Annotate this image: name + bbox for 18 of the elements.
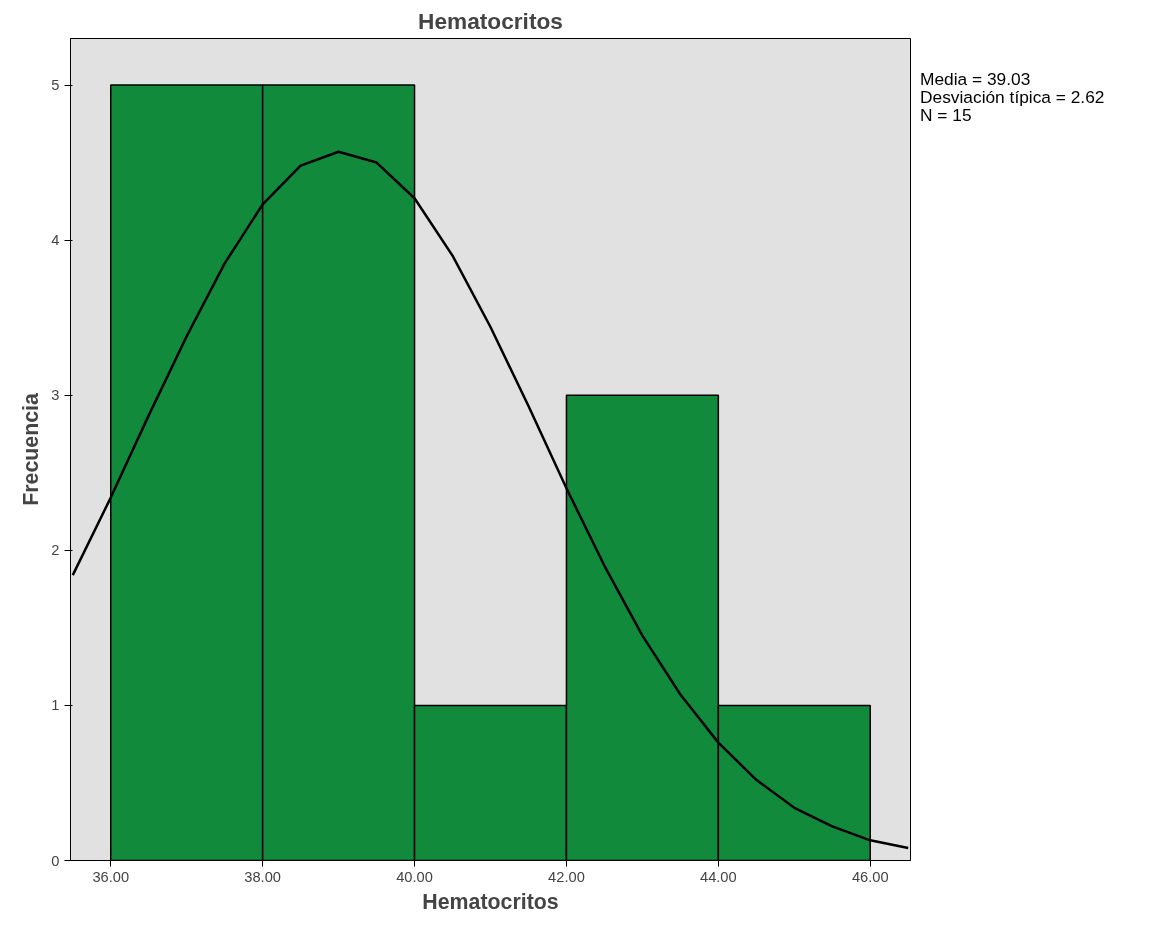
y-tick-label: 3 [51,387,60,404]
x-tick-label: 44.00 [700,868,737,885]
text: N = 15 [920,105,972,126]
x-tick-label: 36.00 [92,868,130,885]
y-tick-label: 4 [51,232,60,249]
x-axis-title: Hematocritos [422,889,559,914]
y-tick-label: 1 [51,697,60,714]
y-tick-label: 5 [51,77,60,94]
x-tick-label: 38.00 [244,868,281,885]
x-tick-label: 46.00 [851,868,889,885]
chart-title: Hematocritos [418,7,563,34]
x-tick-label: 42.00 [548,868,585,885]
x-tick-label: 40.00 [396,868,433,885]
y-tick-label: 2 [51,542,60,559]
y-tick-label: 0 [51,852,60,869]
text: Desviación típica = 2.62 [920,87,1105,108]
text: Media = 39.03 [920,69,1031,89]
y-axis-title: Frecuencia [19,393,44,506]
